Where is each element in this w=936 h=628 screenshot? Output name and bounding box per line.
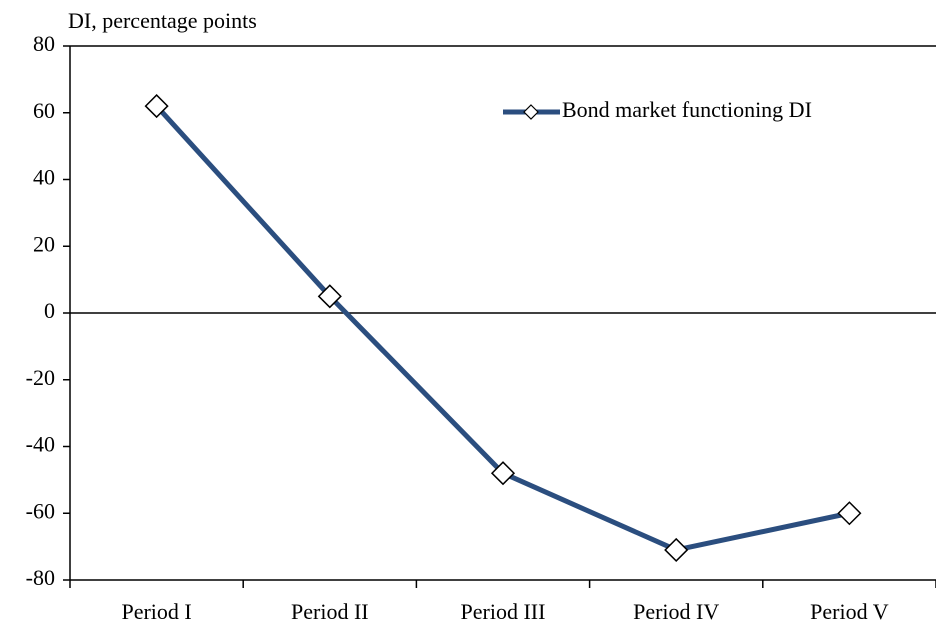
y-tick-label: 60 xyxy=(33,98,55,123)
y-axis-label: DI, percentage points xyxy=(68,8,257,33)
legend-marker xyxy=(523,104,539,120)
legend-label: Bond market functioning DI xyxy=(562,97,812,122)
y-tick-label: 0 xyxy=(44,298,55,323)
data-point xyxy=(664,537,689,563)
x-tick-label: Period I xyxy=(121,599,191,624)
x-tick-label: Period III xyxy=(461,599,546,624)
y-tick-label: 40 xyxy=(33,165,55,190)
x-tick-label: Period V xyxy=(810,599,889,624)
data-point xyxy=(837,501,862,526)
data-point xyxy=(490,461,516,486)
y-tick-label: -40 xyxy=(26,432,55,457)
y-tick-label: -20 xyxy=(26,365,55,390)
x-tick-label: Period IV xyxy=(633,599,719,624)
y-tick-label: 20 xyxy=(33,231,55,256)
y-tick-label: -80 xyxy=(26,565,55,590)
data-point xyxy=(317,284,342,309)
y-tick-label: 80 xyxy=(33,31,55,56)
x-tick-label: Period II xyxy=(291,599,369,624)
data-point xyxy=(144,94,169,119)
y-tick-label: -60 xyxy=(26,498,55,523)
